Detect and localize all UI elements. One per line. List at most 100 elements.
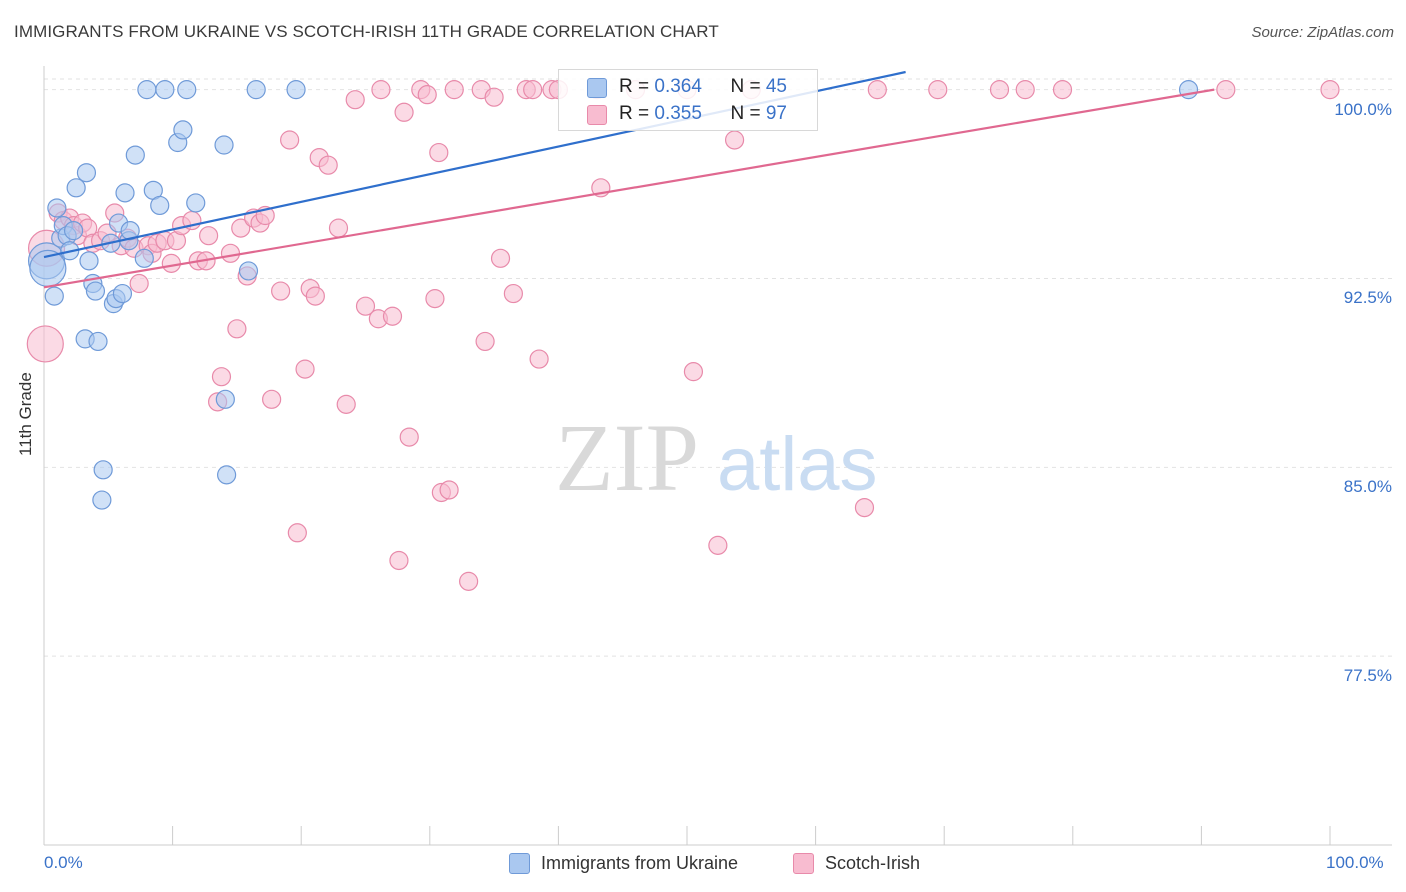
scotch-irish-point-85 (1015, 80, 1035, 100)
legend-n-value: 45 (765, 76, 787, 97)
scotch-irish-point-53 (389, 550, 409, 571)
trend-line-scotch-irish (43, 88, 1215, 289)
scotch-irish-point-0 (26, 325, 64, 363)
scotch-irish-point-77 (683, 362, 704, 382)
scotch-irish-point-67 (503, 283, 523, 304)
ukraine-point-41 (286, 80, 306, 100)
scotch-irish-point-57 (417, 85, 437, 105)
scotch-irish-point-49 (355, 296, 376, 316)
bottom-legend-label: Immigrants from Ukraine (541, 853, 739, 873)
legend-n-value: 97 (765, 103, 787, 124)
ukraine-point-27 (134, 248, 154, 268)
correlation-legend: R = 0.364 N = 45 R = 0.355 N = 97 (558, 69, 818, 131)
scotch-irish-point-55 (399, 427, 419, 447)
legend-n-label: N = (730, 76, 766, 97)
ukraine-point-31 (155, 80, 175, 100)
ukraine-point-15 (88, 331, 108, 352)
scotch-irish-point-87 (1216, 80, 1236, 100)
scotch-irish-point-83 (928, 80, 948, 100)
ukraine-point-23 (115, 183, 135, 203)
scotch-irish-point-58 (425, 289, 445, 309)
scotch-irish-point-39 (280, 130, 300, 150)
scotch-irish-point-48 (345, 90, 365, 110)
y-tick-label: 77.5% (1343, 666, 1392, 686)
scotch-irish-point-51 (371, 80, 391, 100)
scotch-irish-point-40 (287, 523, 307, 543)
scotch-irish-point-54 (394, 102, 414, 122)
bottom-legend-label: Scotch-Irish (825, 853, 921, 873)
scotch-irish-point-45 (318, 155, 338, 175)
ukraine-point-9 (66, 178, 86, 198)
ukraine-point-11 (76, 163, 97, 183)
ukraine-point-26 (125, 145, 145, 165)
legend-r-label: R = (619, 103, 655, 124)
scotch-irish-point-62 (444, 80, 464, 100)
bottom-legend-swatch-pink (793, 853, 814, 874)
ukraine-point-38 (217, 465, 237, 485)
scotch-irish-point-52 (382, 306, 403, 326)
ukraine-point-14 (85, 281, 106, 301)
x-tick-label-min: 0.0% (44, 853, 83, 872)
scotch-irish-point-37 (262, 389, 282, 409)
ukraine-point-3 (47, 198, 67, 218)
ukraine-point-37 (215, 389, 235, 409)
ukraine-point-22 (112, 283, 133, 304)
legend-n-label: N = (730, 103, 766, 124)
scotch-irish-point-27 (199, 226, 219, 246)
ukraine-point-16 (93, 460, 113, 480)
bottom-legend-swatch-blue (509, 853, 530, 874)
chart-title: IMMIGRANTS FROM UKRAINE VS SCOTCH-IRISH … (14, 22, 719, 41)
scotch-irish-point-82 (867, 80, 887, 100)
grid-lines (44, 78, 1392, 657)
watermark-atlas: atlas (717, 422, 878, 507)
ukraine-point-17 (92, 490, 112, 510)
y-axis-label: 11th Grade (16, 372, 35, 456)
scotch-irish-point-47 (336, 394, 356, 414)
ukraine-point-34 (177, 80, 197, 100)
scotch-irish-point-41 (295, 359, 315, 379)
scotch-irish-point-43 (305, 286, 325, 306)
scotch-irish-point-81 (854, 497, 875, 518)
ukraine-point-36 (214, 135, 234, 155)
scotch-irish-point-16 (129, 273, 149, 294)
scotch-irish-point-78 (708, 535, 728, 555)
scotch-irish-point-30 (220, 243, 241, 263)
ukraine-point-8 (63, 221, 84, 241)
ukraine-point-39 (238, 261, 259, 281)
ukraine-point-12 (79, 251, 99, 271)
scotch-irish-point-low (459, 571, 479, 591)
legend-r-label: R = (619, 76, 655, 97)
scotch-irish-point-64 (475, 331, 495, 352)
source-label: Source: ZipAtlas.com (1251, 24, 1394, 41)
legend-swatch-blue (587, 78, 607, 98)
scotch-irish-point-69 (523, 80, 543, 100)
scotch-irish-point-65 (484, 87, 504, 107)
y-tick-label: 92.5% (1343, 288, 1392, 308)
scotch-irish-point-86 (1052, 80, 1073, 100)
scotch-irish-point-84 (989, 80, 1010, 100)
x-tick-label-max: 100.0% (1326, 853, 1384, 872)
scotch-irish-point-46 (328, 218, 349, 238)
series-scotch-irish-points (26, 80, 1340, 591)
watermark-zip: ZIP (555, 404, 699, 511)
y-tick-label: 85.0% (1343, 477, 1392, 497)
scotch-irish-point-66 (490, 248, 511, 268)
ukraine-point-35 (186, 193, 206, 213)
scotch-irish-point-21 (161, 253, 181, 273)
legend-r-value: 0.364 (654, 76, 702, 97)
y-tick-label: 100.0% (1334, 99, 1392, 119)
scotch-irish-point-70 (529, 349, 549, 369)
scotch-irish-point-59 (429, 142, 449, 163)
ukraine-point-30 (150, 195, 170, 216)
legend-swatch-pink (587, 105, 607, 125)
ukraine-point-40 (246, 80, 266, 100)
scotch-irish-point-31 (227, 319, 247, 339)
scotch-irish-point-79 (724, 130, 745, 150)
scotch-irish-point-29 (211, 367, 232, 387)
ukraine-point-2 (44, 286, 64, 306)
axes (43, 66, 1392, 846)
watermark: ZIP atlas (555, 404, 878, 511)
scotch-irish-point-88 (1320, 80, 1340, 100)
scotch-irish-point-61 (439, 480, 459, 500)
